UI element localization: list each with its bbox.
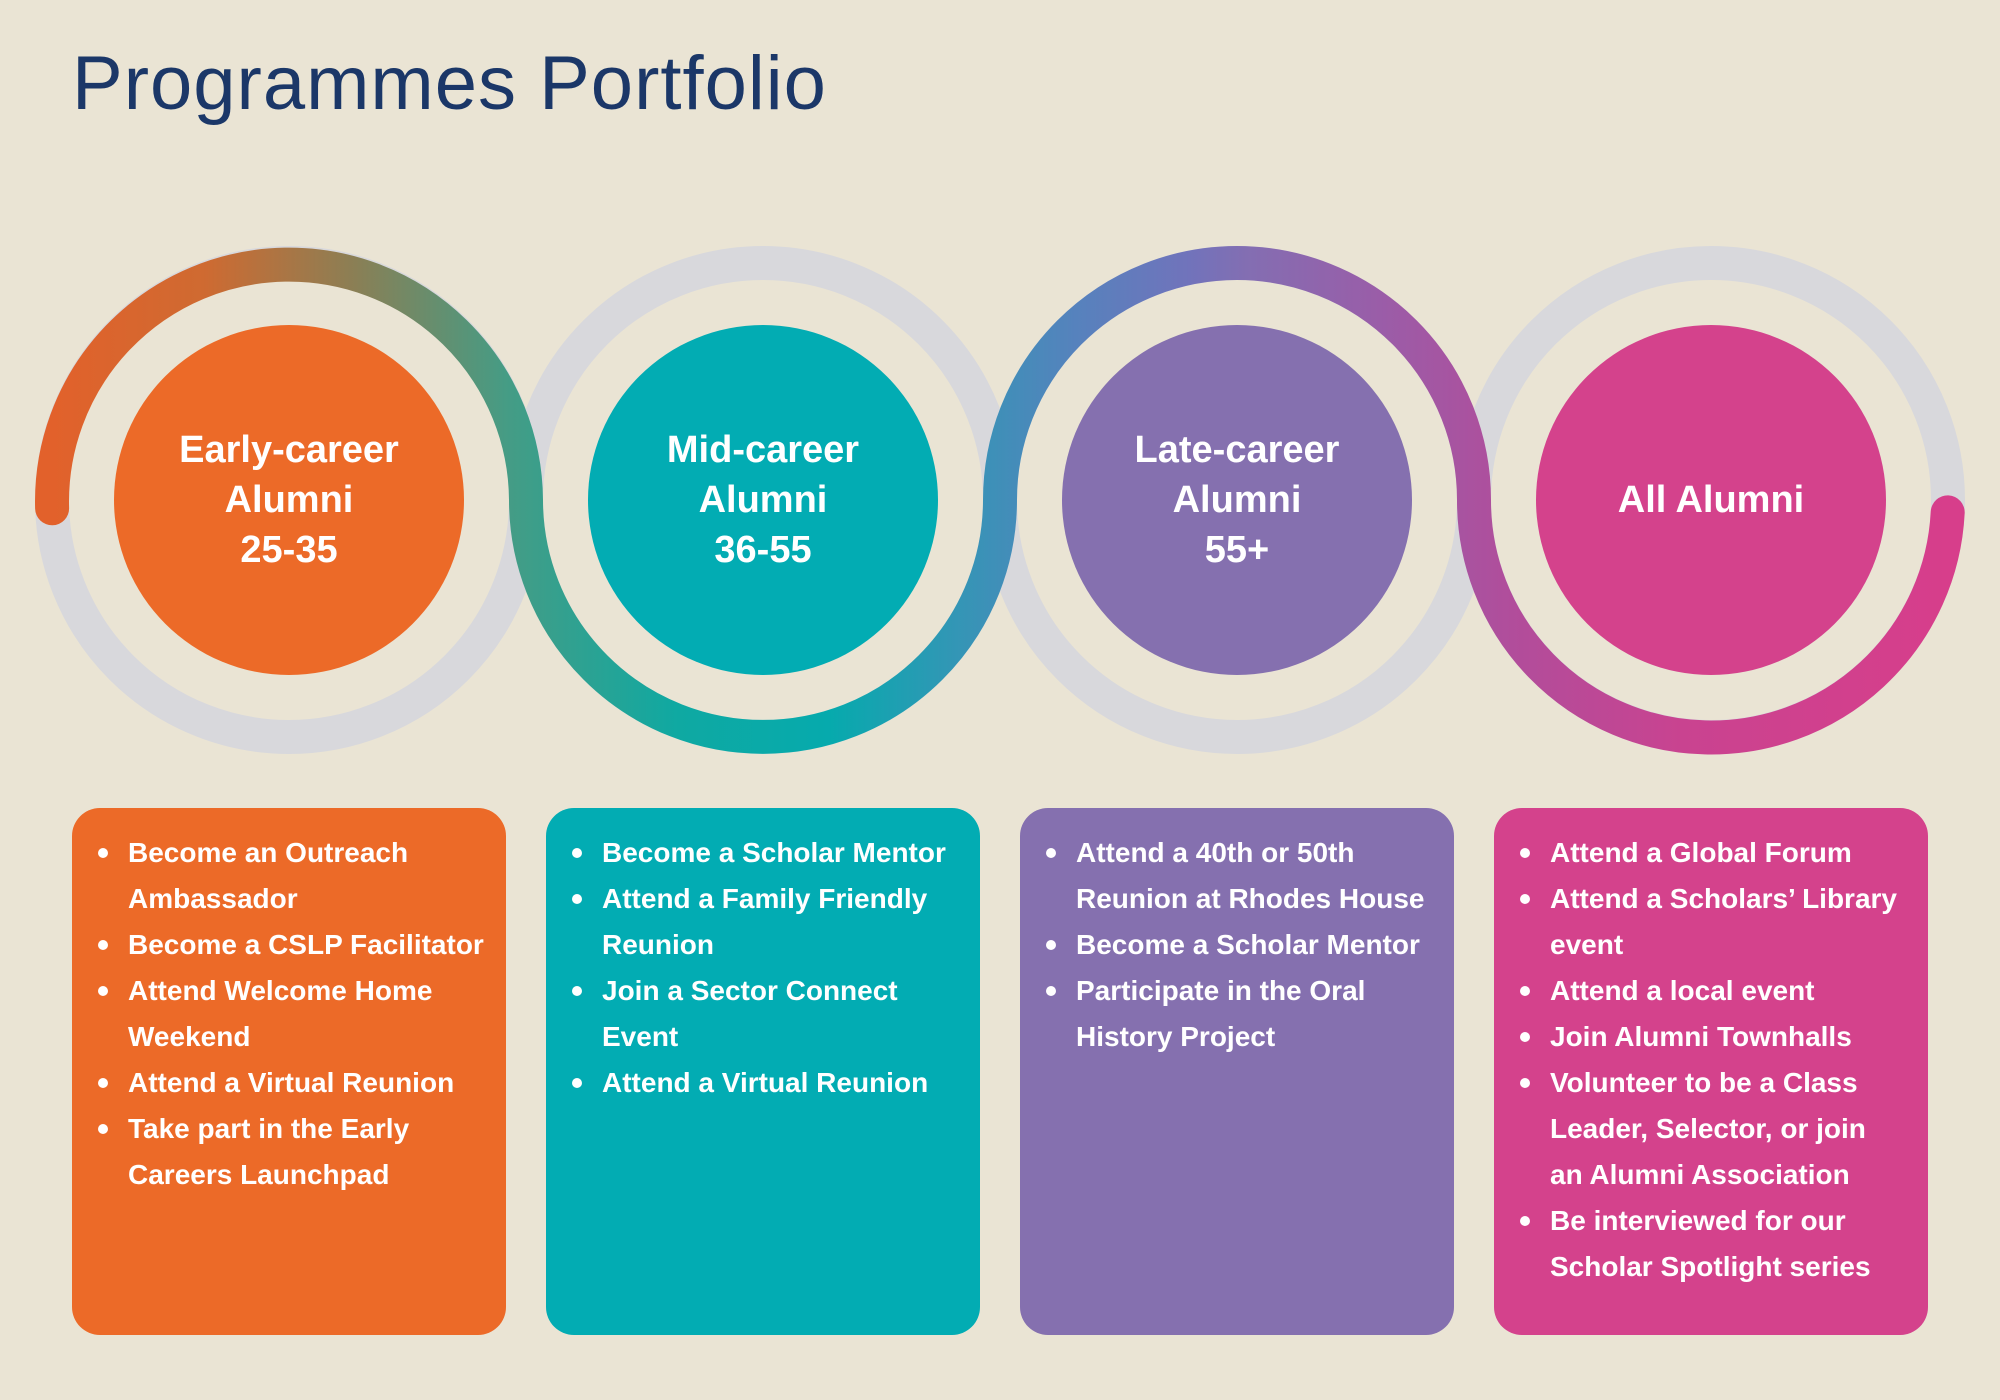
activity-item: Join a Sector Connect Event bbox=[546, 968, 958, 1060]
stage-activity-list: Become a Scholar Mentor Attend a Family F… bbox=[546, 808, 980, 1106]
activity-item: Attend a Virtual Reunion bbox=[546, 1060, 958, 1106]
stage-label: All Alumni bbox=[1617, 479, 1805, 521]
activity-item: Become a Scholar Mentor bbox=[546, 830, 958, 876]
activity-item: Be interviewed for our Scholar Spotlight… bbox=[1494, 1198, 1906, 1290]
stage-activity-list: Attend a Global Forum Attend a Scholars’ … bbox=[1494, 808, 1928, 1290]
page-title: Programmes Portfolio bbox=[72, 41, 827, 126]
stage-card: Become a Scholar Mentor Attend a Family F… bbox=[546, 808, 980, 1335]
stage-card: Attend a Global Forum Attend a Scholars’ … bbox=[1494, 808, 1928, 1335]
activity-item: Become a CSLP Facilitator bbox=[72, 922, 484, 968]
stage-card: Become an Outreach Ambassador Become a CS… bbox=[72, 808, 506, 1335]
stage-activity-list: Become an Outreach Ambassador Become a CS… bbox=[72, 808, 506, 1198]
stage-activity-list: Attend a 40th or 50th Reunion at Rhodes … bbox=[1020, 808, 1454, 1060]
stage-circle: Mid-career Alumni 36-55 bbox=[588, 325, 938, 675]
activity-item: Attend a 40th or 50th Reunion at Rhodes … bbox=[1020, 830, 1432, 922]
activity-item: Become a Scholar Mentor bbox=[1020, 922, 1432, 968]
activity-item: Join Alumni Townhalls bbox=[1494, 1014, 1906, 1060]
stage-early-career: Early-career Alumni 25-35 Become an Outr… bbox=[72, 0, 506, 1400]
stage-mid-career: Mid-career Alumni 36-55 Become a Scholar… bbox=[546, 0, 980, 1400]
stage-late-career: Late-career Alumni 55+ Attend a 40th or … bbox=[1020, 0, 1454, 1400]
stage-label: Mid-career Alumni 36-55 bbox=[666, 429, 860, 571]
activity-item: Attend a Family Friendly Reunion bbox=[546, 876, 958, 968]
activity-item: Take part in the Early Careers Launchpad bbox=[72, 1106, 484, 1198]
activity-item: Attend a Global Forum bbox=[1494, 830, 1906, 876]
activity-item: Participate in the Oral History Project bbox=[1020, 968, 1432, 1060]
stage-circle: Early-career Alumni 25-35 bbox=[114, 325, 464, 675]
activity-item: Become an Outreach Ambassador bbox=[72, 830, 484, 922]
stage-card: Attend a 40th or 50th Reunion at Rhodes … bbox=[1020, 808, 1454, 1335]
gradient-ribbon-path bbox=[35, 246, 1965, 755]
activity-item: Attend a Scholars’ Library event bbox=[1494, 876, 1906, 968]
activity-item: Attend a Virtual Reunion bbox=[72, 1060, 484, 1106]
activity-item: Attend a local event bbox=[1494, 968, 1906, 1014]
activity-item: Volunteer to be a Class Leader, Selector… bbox=[1494, 1060, 1906, 1198]
stage-label: Early-career Alumni 25-35 bbox=[179, 429, 399, 571]
stage-circle: All Alumni bbox=[1536, 325, 1886, 675]
stage-all-alumni: All Alumni Attend a Global Forum Attend a… bbox=[1494, 0, 1928, 1400]
stage-circle: Late-career Alumni 55+ bbox=[1062, 325, 1412, 675]
stage-label: Late-career Alumni 55+ bbox=[1134, 429, 1340, 571]
activity-item: Attend Welcome Home Weekend bbox=[72, 968, 484, 1060]
